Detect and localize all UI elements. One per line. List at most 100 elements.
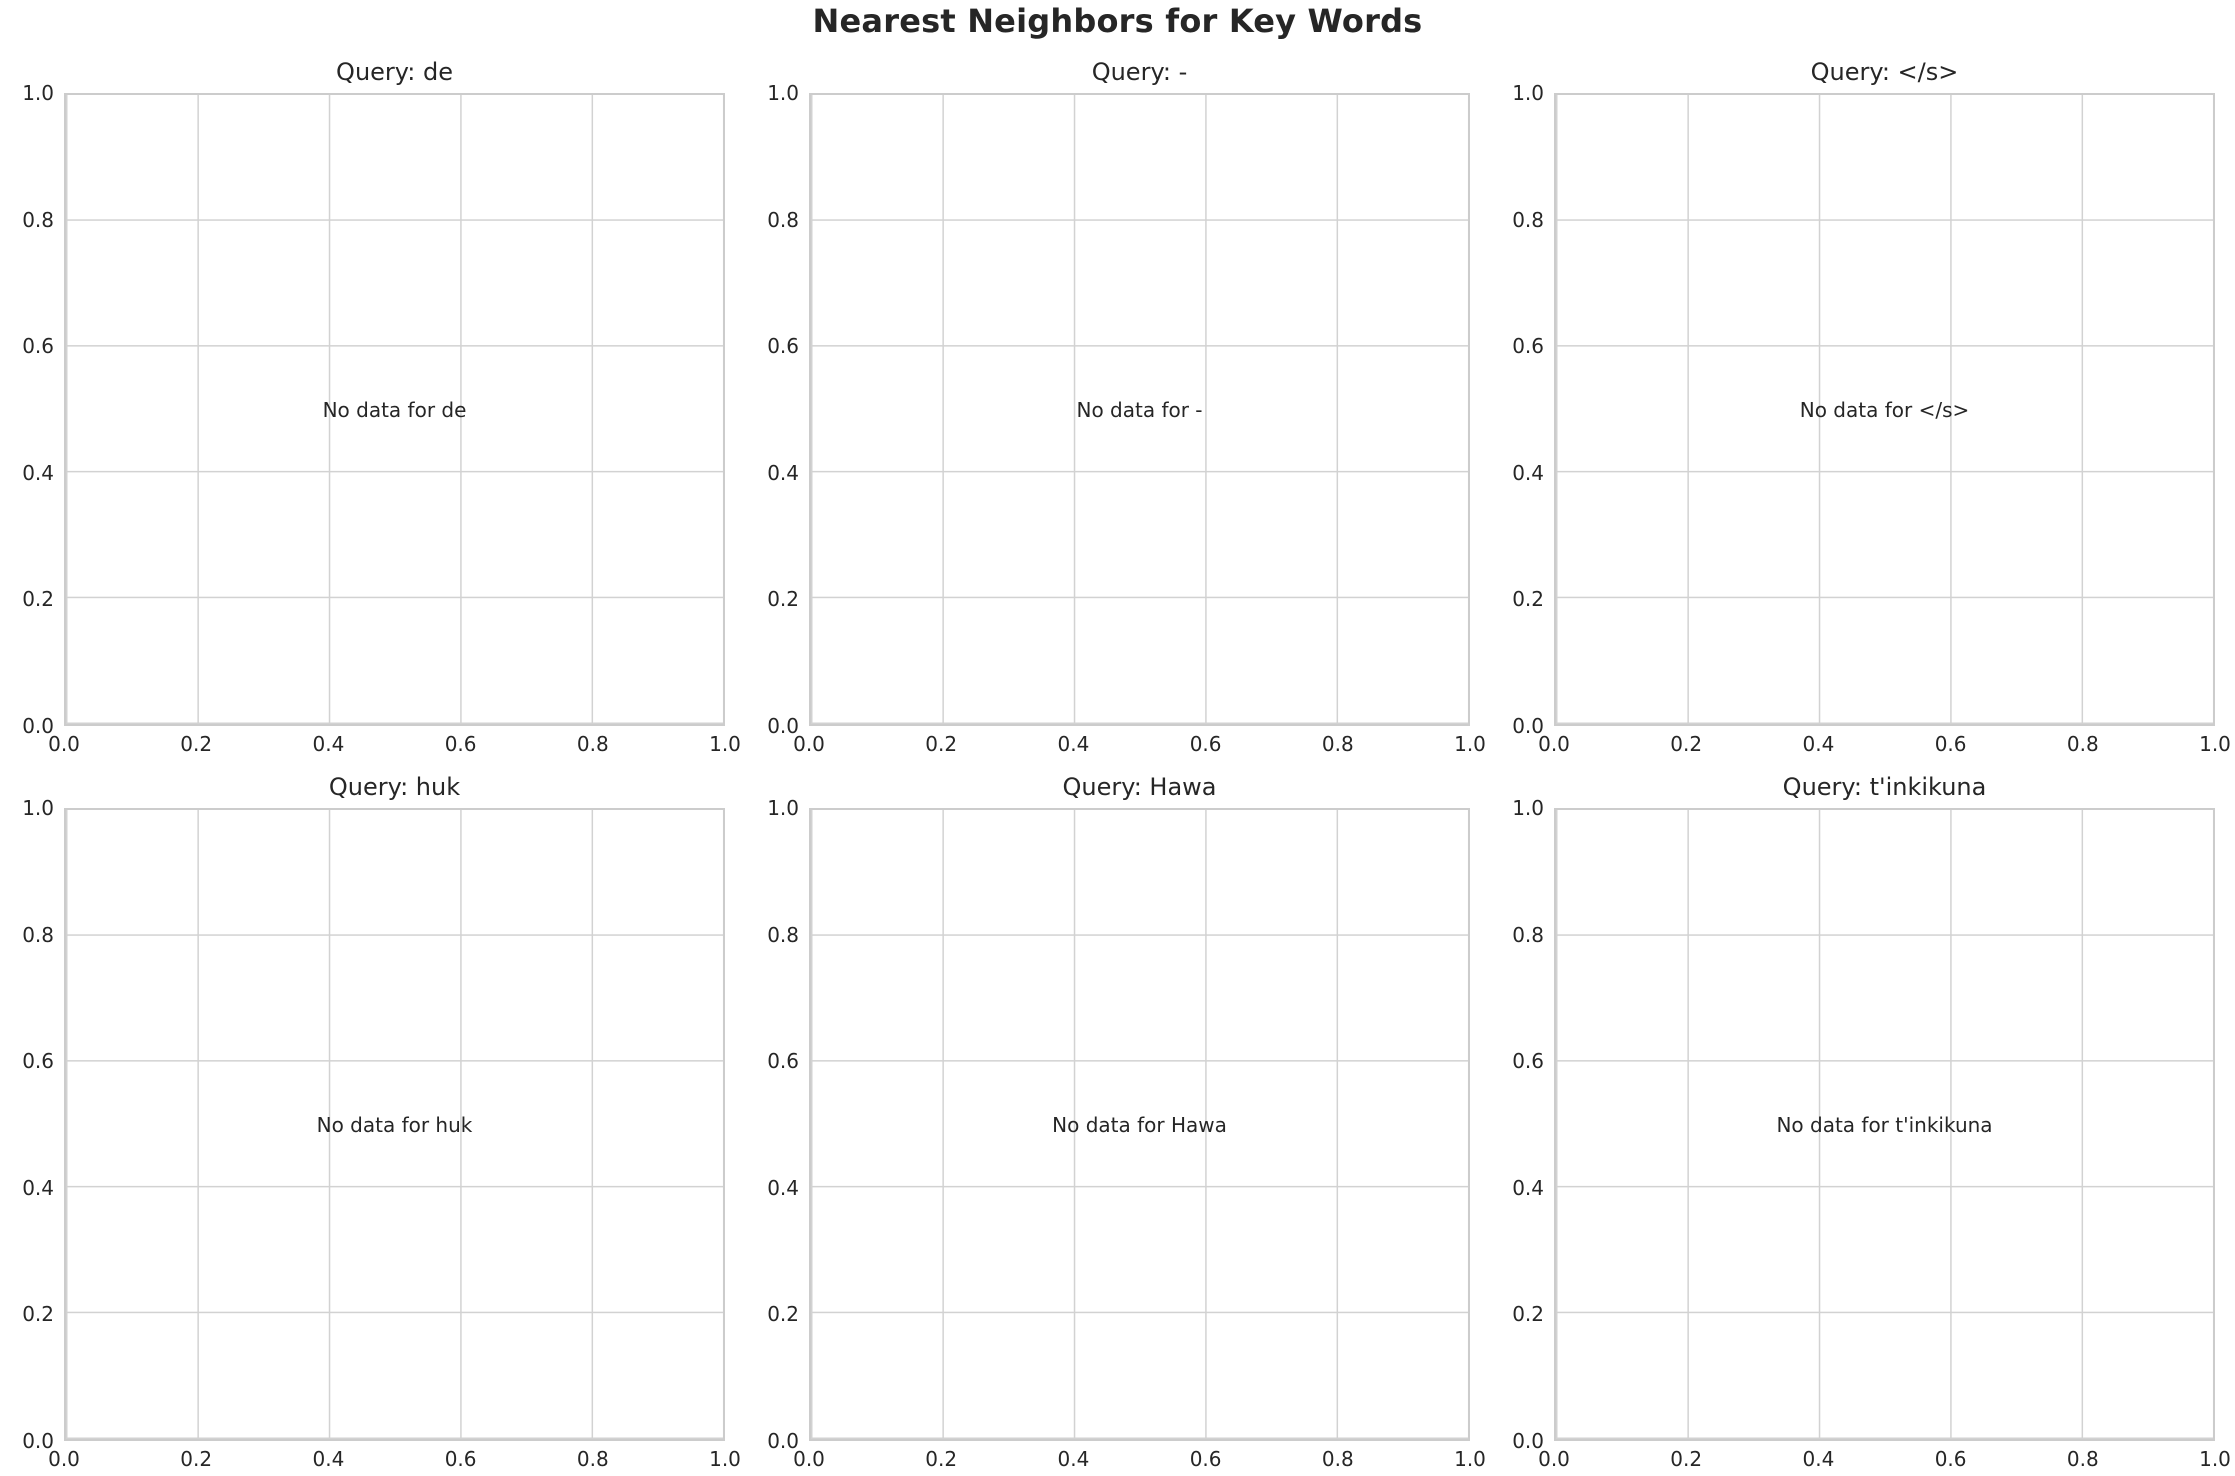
subplot-title: Query: huk [328,772,461,801]
figure-title: Nearest Neighbors for Key Words [812,2,1423,40]
y-axis-tick-labels: 0.0 0.2 0.4 0.6 0.8 1.0 [745,83,809,736]
y-tick-label: 0.8 [767,922,799,947]
x-tick-label: 0.6 [1189,732,1222,756]
x-tick-label: 1.0 [2199,1447,2231,1471]
y-tick-label: 1.0 [22,796,54,820]
y-tick-label: 0.6 [767,334,799,359]
x-tick-label: 0.2 [180,1447,213,1471]
plot-area: No data for Hawa [809,808,1470,1441]
plot-area: No data for - [809,93,1470,726]
subplot-grid: Query: de 0.0 0.2 0.4 0.6 0.8 1.0 No data for… [0,46,2235,1476]
y-tick-label: 0.6 [1512,1049,1544,1074]
subplot: Query: - 0.0 0.2 0.4 0.6 0.8 1.0 No data for … [745,46,1490,761]
x-axis-tick-labels: 0.0 0.2 0.4 0.6 0.8 1.0 [1538,726,2231,761]
subplot: Query: </s> 0.0 0.2 0.4 0.6 0.8 1.0 No data f… [1490,46,2235,761]
plot-area: No data for </s> [1554,93,2215,726]
x-tick-label: 0.6 [1934,1447,1967,1471]
x-tick-label: 0.0 [48,1447,80,1471]
plot-area: No data for t'inkikuna [1554,808,2215,1441]
x-axis-tick-labels: 0.0 0.2 0.4 0.6 0.8 1.0 [793,1441,1486,1476]
y-tick-label: 1.0 [767,81,799,105]
y-tick-label: 0.6 [1512,334,1544,359]
y-tick-label: 0.4 [1512,1175,1544,1200]
plot-area: No data for de [64,93,725,726]
x-tick-label: 0.6 [1189,1447,1222,1471]
y-tick-label: 0.0 [22,714,54,738]
y-tick-label: 0.8 [767,207,799,232]
subplot-title: Query: - [1091,57,1188,86]
x-tick-label: 0.0 [793,1447,825,1471]
subplot: Query: Hawa 0.0 0.2 0.4 0.6 0.8 1.0 No data f… [745,761,1490,1476]
x-tick-label: 0.8 [576,1447,609,1471]
no-data-annotation: No data for Hawa [1052,1112,1227,1137]
x-axis-tick-labels: 0.0 0.2 0.4 0.6 0.8 1.0 [48,1441,741,1476]
x-tick-label: 0.2 [1670,1447,1703,1471]
y-tick-label: 0.8 [22,207,54,232]
y-axis-tick-labels: 0.0 0.2 0.4 0.6 0.8 1.0 [0,83,64,736]
y-tick-label: 0.2 [22,1302,54,1327]
y-tick-label: 0.0 [767,714,799,738]
y-tick-label: 0.2 [22,587,54,612]
x-axis-tick-labels: 0.0 0.2 0.4 0.6 0.8 1.0 [1538,1441,2231,1476]
y-tick-label: 1.0 [22,81,54,105]
no-data-annotation: No data for huk [316,1112,473,1137]
y-tick-label: 0.0 [1512,1429,1544,1453]
x-axis-tick-labels: 0.0 0.2 0.4 0.6 0.8 1.0 [48,726,741,761]
y-tick-label: 0.0 [1512,714,1544,738]
no-data-annotation: No data for - [1076,397,1203,422]
y-tick-label: 0.6 [767,1049,799,1074]
x-tick-label: 0.8 [2066,1447,2099,1471]
y-tick-label: 0.2 [767,1302,799,1327]
x-tick-label: 1.0 [2199,732,2231,756]
x-tick-label: 0.8 [576,732,609,756]
y-tick-label: 0.8 [22,922,54,947]
no-data-annotation: No data for t'inkikuna [1776,1112,1993,1137]
x-tick-label: 0.4 [312,732,345,756]
x-tick-label: 0.2 [180,732,213,756]
y-tick-label: 0.0 [767,1429,799,1453]
y-tick-label: 0.2 [767,587,799,612]
y-axis-tick-labels: 0.0 0.2 0.4 0.6 0.8 1.0 [745,798,809,1451]
y-axis-tick-labels: 0.0 0.2 0.4 0.6 0.8 1.0 [1490,798,1554,1451]
x-tick-label: 1.0 [1454,1447,1486,1471]
no-data-annotation: No data for </s> [1799,397,1970,422]
y-axis-tick-labels: 0.0 0.2 0.4 0.6 0.8 1.0 [0,798,64,1451]
x-tick-label: 0.8 [2066,732,2099,756]
x-tick-label: 0.4 [1057,1447,1090,1471]
x-tick-label: 0.4 [1802,732,1835,756]
x-tick-label: 0.8 [1321,732,1354,756]
y-tick-label: 0.0 [22,1429,54,1453]
x-tick-label: 0.2 [925,732,958,756]
subplot-title: Query: t'inkikuna [1782,772,1987,801]
subplot: Query: t'inkikuna 0.0 0.2 0.4 0.6 0.8 1.0 No … [1490,761,2235,1476]
x-tick-label: 0.0 [1538,732,1570,756]
x-tick-label: 0.6 [444,1447,477,1471]
y-tick-label: 0.4 [22,1175,54,1200]
y-axis-tick-labels: 0.0 0.2 0.4 0.6 0.8 1.0 [1490,83,1554,736]
y-tick-label: 0.4 [767,1175,799,1200]
plot-area: No data for huk [64,808,725,1441]
subplot-title: Query: Hawa [1062,772,1217,801]
y-tick-label: 0.4 [22,460,54,485]
subplot-title: Query: de [336,57,453,86]
x-tick-label: 1.0 [1454,732,1486,756]
y-tick-label: 0.6 [22,1049,54,1074]
x-axis-tick-labels: 0.0 0.2 0.4 0.6 0.8 1.0 [793,726,1486,761]
x-tick-label: 0.2 [1670,732,1703,756]
y-tick-label: 0.4 [1512,460,1544,485]
y-tick-label: 1.0 [767,796,799,820]
y-tick-label: 0.2 [1512,1302,1544,1327]
x-tick-label: 1.0 [709,1447,741,1471]
subplot: Query: de 0.0 0.2 0.4 0.6 0.8 1.0 No data for… [0,46,745,761]
x-tick-label: 0.2 [925,1447,958,1471]
x-tick-label: 1.0 [709,732,741,756]
x-tick-label: 0.0 [793,732,825,756]
x-tick-label: 0.0 [1538,1447,1570,1471]
x-tick-label: 0.4 [1802,1447,1835,1471]
x-tick-label: 0.0 [48,732,80,756]
x-tick-label: 0.6 [444,732,477,756]
y-tick-label: 0.2 [1512,587,1544,612]
subplot-title: Query: </s> [1810,57,1959,86]
x-tick-label: 0.6 [1934,732,1967,756]
